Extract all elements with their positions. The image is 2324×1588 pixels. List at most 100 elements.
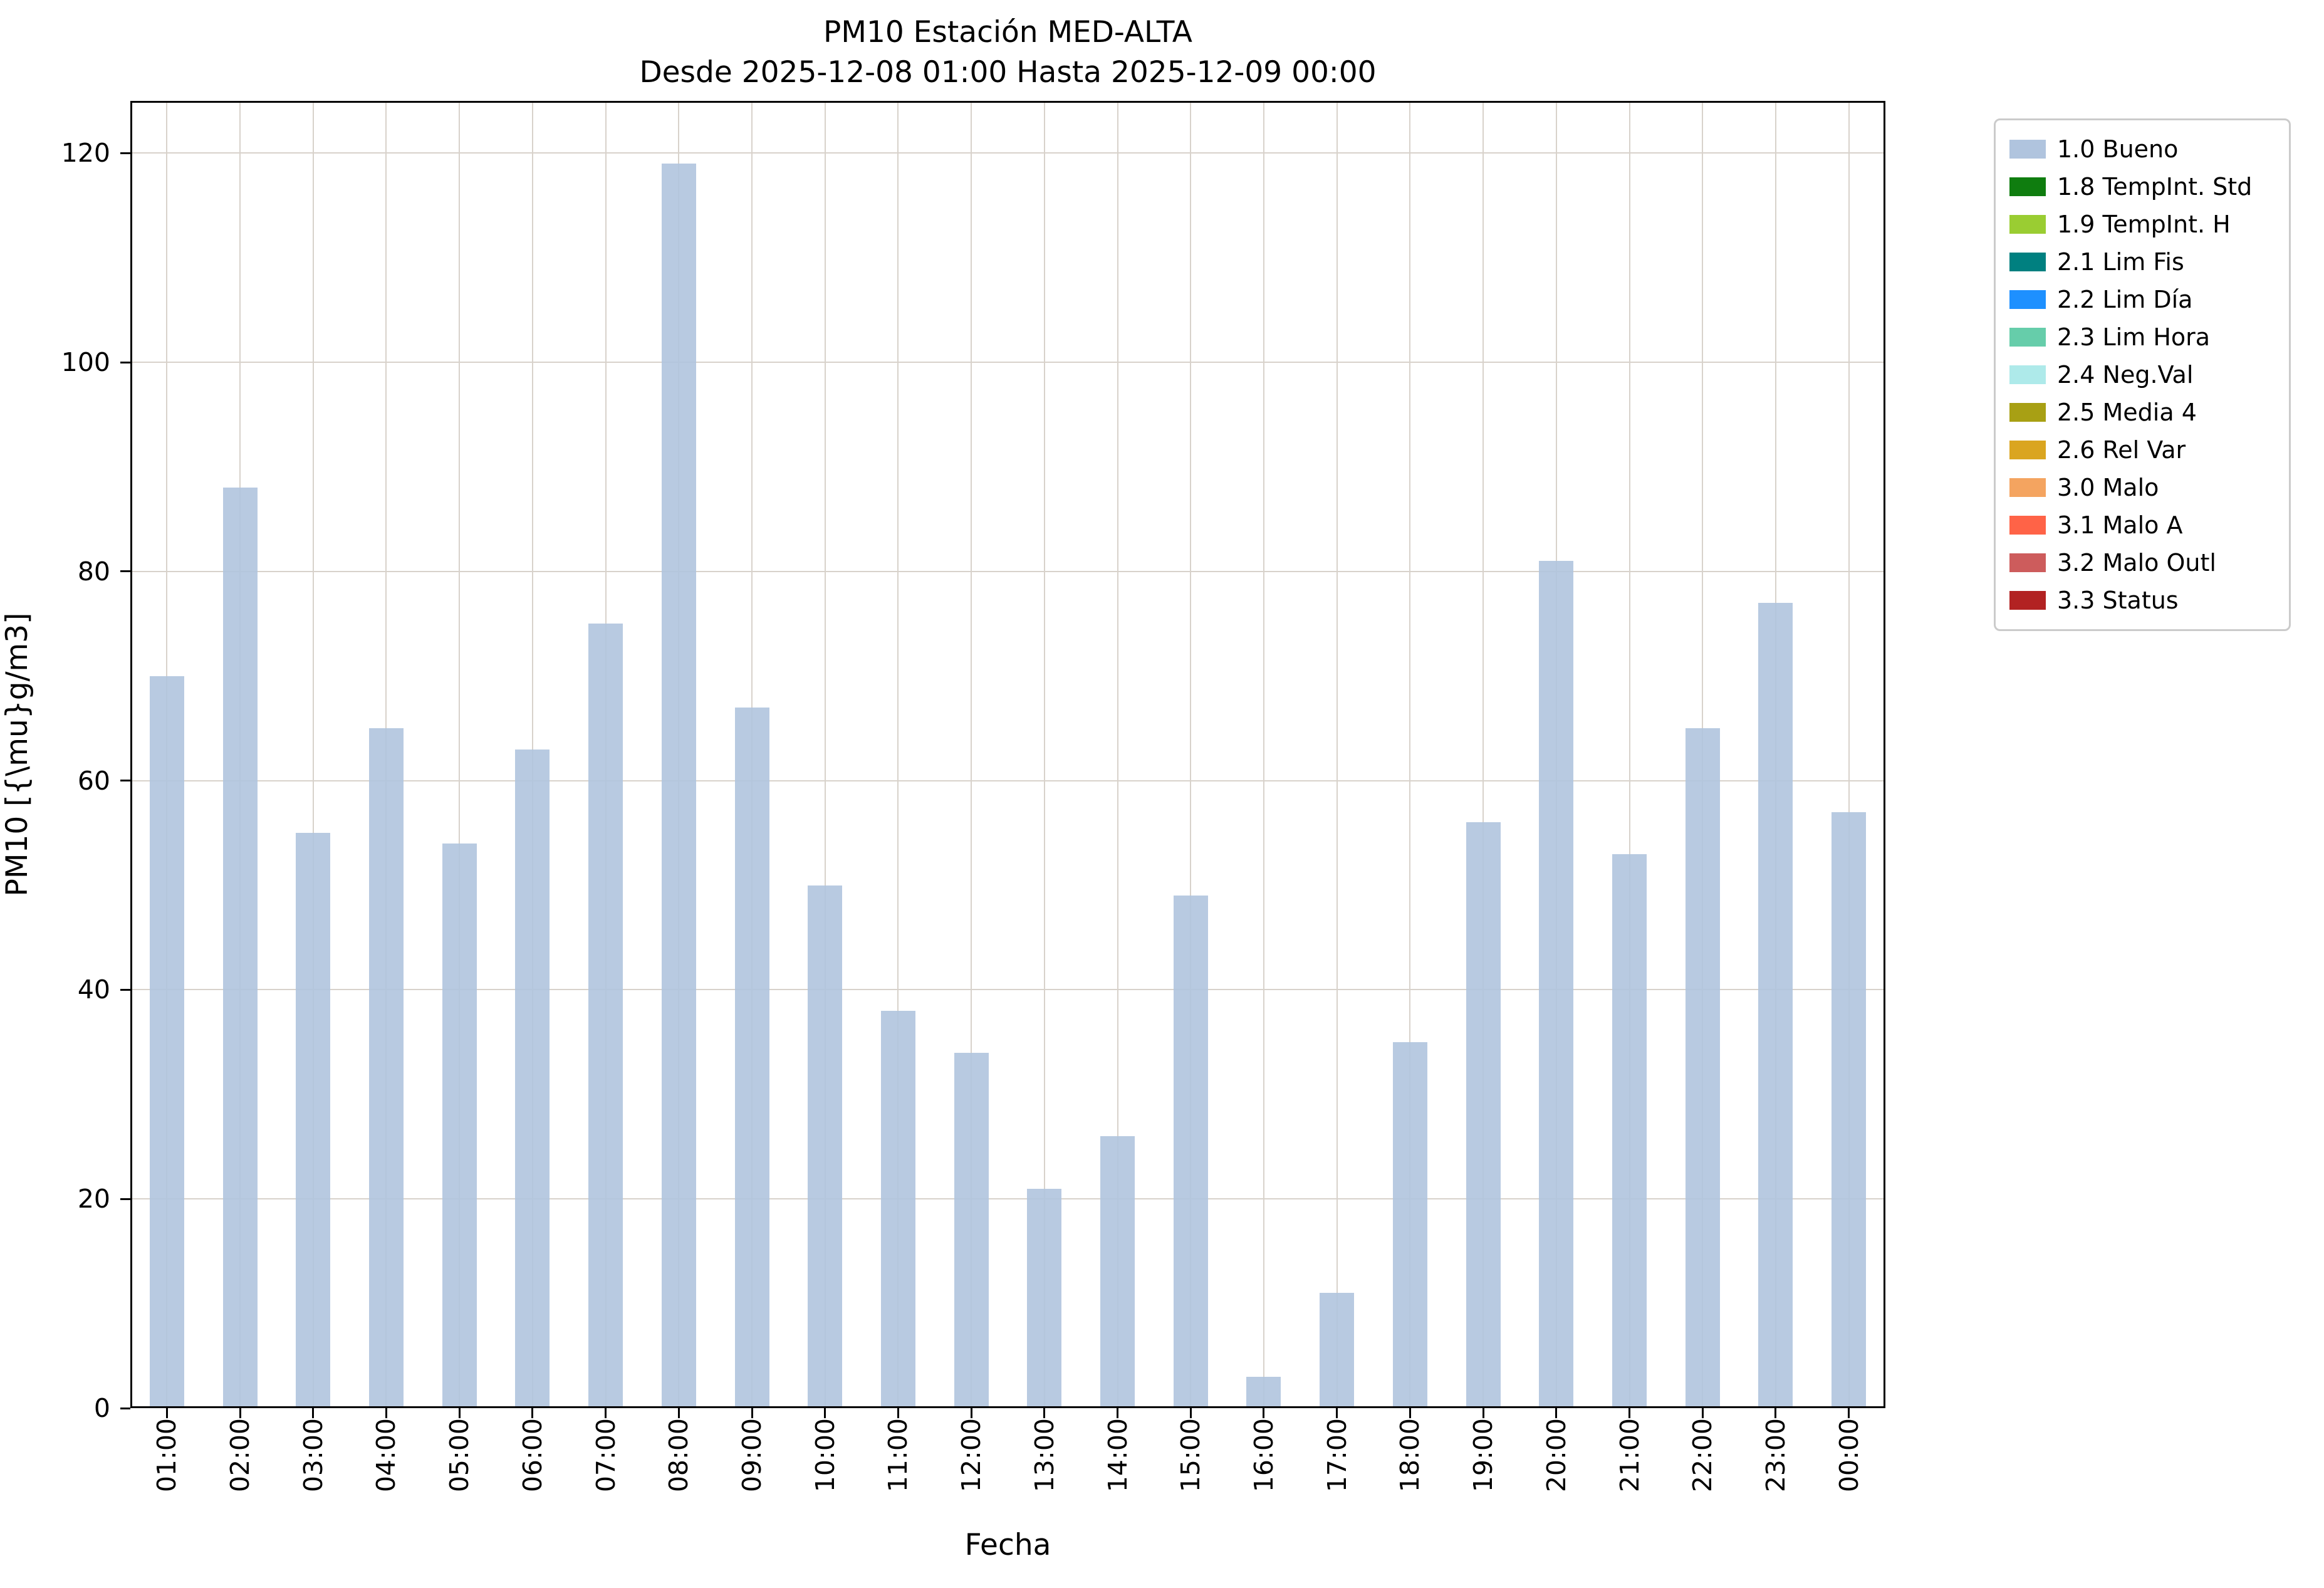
gridline-x-18:00	[1409, 101, 1411, 1408]
legend-label: 3.0 Malo	[2057, 474, 2159, 501]
bar-00:00	[1832, 812, 1866, 1408]
legend-label: 2.4 Neg.Val	[2057, 361, 2194, 389]
x-tick-mark-11:00	[897, 1408, 899, 1418]
gridline-x-19:00	[1482, 101, 1484, 1408]
x-tick-mark-05:00	[458, 1408, 461, 1418]
gridline-y-100	[130, 362, 1885, 363]
bar-05:00	[442, 844, 477, 1408]
y-tick-mark-40	[120, 988, 130, 991]
x-tick-mark-21:00	[1628, 1408, 1631, 1418]
x-tick-label-22:00: 22:00	[1687, 1418, 1718, 1493]
x-tick-mark-10:00	[824, 1408, 826, 1418]
legend-label: 1.9 TempInt. H	[2057, 211, 2231, 238]
legend-label: 1.0 Bueno	[2057, 135, 2179, 163]
plot-area	[130, 101, 1885, 1408]
x-tick-label-17:00: 17:00	[1321, 1418, 1352, 1493]
x-tick-label-10:00: 10:00	[810, 1418, 840, 1493]
x-tick-mark-14:00	[1117, 1408, 1119, 1418]
x-tick-mark-15:00	[1189, 1408, 1192, 1418]
legend-label: 1.8 TempInt. Std	[2057, 173, 2253, 201]
gridline-x-03:00	[312, 101, 314, 1408]
x-tick-label-09:00: 09:00	[737, 1418, 768, 1493]
x-tick-label-23:00: 23:00	[1760, 1418, 1791, 1493]
gridline-x-13:00	[1043, 101, 1045, 1408]
x-tick-mark-22:00	[1701, 1408, 1704, 1418]
y-tick-label-40: 40	[77, 974, 110, 1005]
legend-item: 2.2 Lim Día	[2009, 281, 2275, 318]
bar-04:00	[369, 728, 404, 1408]
bar-12:00	[954, 1053, 989, 1408]
bar-23:00	[1758, 603, 1793, 1408]
legend-label: 3.3 Status	[2057, 587, 2179, 614]
legend-label: 2.5 Media 4	[2057, 399, 2197, 426]
chart-title-line2: Desde 2025-12-08 01:00 Hasta 2025-12-09 …	[639, 55, 1377, 90]
gridline-x-05:00	[459, 101, 461, 1408]
chart-title-line1: PM10 Estación MED-ALTA	[823, 15, 1192, 50]
bar-22:00	[1686, 728, 1720, 1408]
bar-10:00	[808, 885, 842, 1408]
x-tick-label-13:00: 13:00	[1029, 1418, 1060, 1493]
x-tick-label-19:00: 19:00	[1468, 1418, 1499, 1493]
x-tick-mark-18:00	[1409, 1408, 1411, 1418]
legend-label: 3.2 Malo Outl	[2057, 549, 2216, 577]
x-tick-mark-16:00	[1263, 1408, 1265, 1418]
y-tick-mark-120	[120, 152, 130, 154]
x-tick-mark-07:00	[605, 1408, 607, 1418]
legend-swatch	[2009, 365, 2046, 384]
legend: 1.0 Bueno 1.8 TempInt. Std 1.9 TempInt. H 2…	[1994, 118, 2291, 631]
legend-swatch	[2009, 215, 2046, 234]
legend-label: 2.2 Lim Día	[2057, 286, 2193, 313]
y-tick-mark-0	[120, 1407, 130, 1409]
gridline-y-60	[130, 780, 1885, 781]
gridline-x-00:00	[1848, 101, 1850, 1408]
legend-swatch	[2009, 403, 2046, 422]
legend-swatch	[2009, 177, 2046, 196]
bar-15:00	[1174, 896, 1208, 1408]
legend-item: 3.1 Malo A	[2009, 506, 2275, 544]
legend-swatch	[2009, 253, 2046, 271]
bar-13:00	[1027, 1189, 1061, 1408]
legend-label: 2.1 Lim Fis	[2057, 248, 2184, 276]
gridline-y-20	[130, 1198, 1885, 1200]
gridline-x-12:00	[971, 101, 972, 1408]
bar-01:00	[150, 676, 184, 1408]
x-tick-label-03:00: 03:00	[298, 1418, 328, 1493]
bar-20:00	[1539, 561, 1573, 1408]
y-tick-mark-60	[120, 780, 130, 782]
x-tick-mark-08:00	[677, 1408, 680, 1418]
y-tick-label-20: 20	[77, 1184, 110, 1215]
bar-11:00	[881, 1011, 915, 1408]
x-tick-mark-01:00	[165, 1408, 168, 1418]
bar-03:00	[296, 833, 330, 1408]
gridline-x-14:00	[1117, 101, 1118, 1408]
legend-item: 2.1 Lim Fis	[2009, 243, 2275, 281]
gridline-y-120	[130, 152, 1885, 154]
x-tick-label-00:00: 00:00	[1833, 1418, 1864, 1493]
gridline-x-10:00	[824, 101, 826, 1408]
legend-item: 2.3 Lim Hora	[2009, 318, 2275, 356]
x-tick-label-20:00: 20:00	[1541, 1418, 1571, 1493]
gridline-x-16:00	[1263, 101, 1264, 1408]
x-tick-mark-00:00	[1848, 1408, 1850, 1418]
y-tick-label-120: 120	[61, 138, 110, 169]
legend-item: 1.8 TempInt. Std	[2009, 168, 2275, 206]
legend-swatch	[2009, 290, 2046, 309]
x-tick-mark-03:00	[312, 1408, 315, 1418]
gridline-x-11:00	[897, 101, 899, 1408]
bar-09:00	[735, 708, 769, 1408]
x-tick-mark-13:00	[1043, 1408, 1046, 1418]
bar-06:00	[515, 750, 550, 1408]
x-tick-label-02:00: 02:00	[225, 1418, 256, 1493]
y-tick-mark-80	[120, 570, 130, 573]
gridline-y-40	[130, 989, 1885, 991]
bar-14:00	[1100, 1136, 1135, 1408]
legend-item: 2.6 Rel Var	[2009, 431, 2275, 469]
x-tick-label-05:00: 05:00	[444, 1418, 475, 1493]
x-tick-label-18:00: 18:00	[1395, 1418, 1425, 1493]
bar-17:00	[1320, 1293, 1354, 1408]
bar-16:00	[1246, 1377, 1281, 1408]
y-tick-label-0: 0	[93, 1393, 110, 1423]
legend-swatch	[2009, 553, 2046, 572]
legend-item: 2.4 Neg.Val	[2009, 356, 2275, 394]
